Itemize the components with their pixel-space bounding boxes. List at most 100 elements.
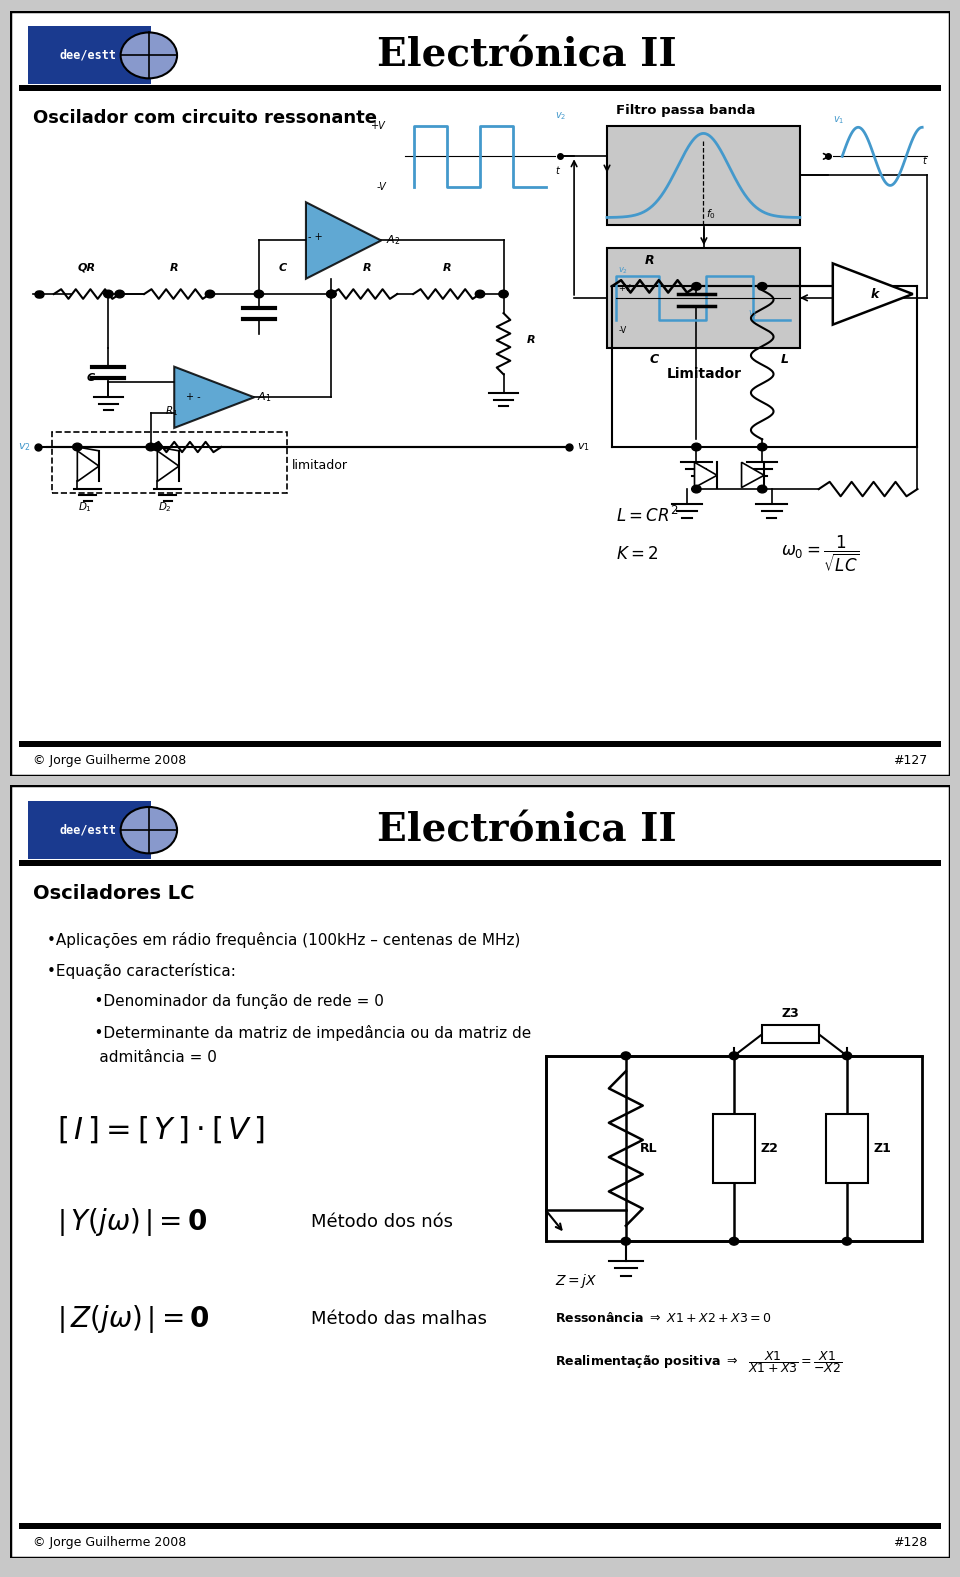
Text: #127: #127 [893, 754, 927, 766]
Text: Z2: Z2 [760, 1142, 779, 1154]
Circle shape [475, 290, 485, 298]
Text: + -: + - [185, 393, 201, 402]
Circle shape [730, 1052, 738, 1060]
Bar [19, 85, 941, 91]
Bar [52, 432, 287, 494]
Polygon shape [832, 263, 913, 325]
Text: Método das malhas: Método das malhas [311, 1309, 487, 1328]
Text: $\left[\,I\,\right]=\left[\,Y\,\right]\cdot\left[\,V\,\right]$: $\left[\,I\,\right]=\left[\,Y\,\right]\c… [57, 1113, 265, 1145]
Text: admitância = 0: admitância = 0 [76, 1050, 217, 1064]
Text: $t$: $t$ [555, 164, 562, 177]
Text: $Z = jX$: $Z = jX$ [555, 1273, 598, 1290]
Text: +V: +V [372, 121, 386, 131]
Text: dee/estt: dee/estt [60, 823, 116, 837]
Text: +V: +V [618, 284, 631, 293]
Text: -V: -V [618, 326, 627, 334]
Polygon shape [157, 451, 179, 481]
Circle shape [757, 443, 767, 451]
Text: Z3: Z3 [781, 1008, 800, 1020]
Text: L: L [781, 353, 789, 366]
Text: R: R [644, 254, 654, 267]
Text: C: C [650, 353, 659, 366]
Text: $L = CR^2$: $L = CR^2$ [616, 506, 679, 525]
Circle shape [254, 290, 264, 298]
Circle shape [326, 290, 336, 298]
Text: $K = 2$: $K = 2$ [616, 546, 659, 563]
Text: R: R [363, 263, 372, 273]
Bar [29, 801, 151, 859]
Text: limitador: limitador [292, 459, 348, 472]
Bar [29, 27, 151, 84]
Circle shape [146, 443, 156, 451]
Text: $v_1$: $v_1$ [577, 442, 589, 453]
Text: $v_1$: $v_1$ [748, 309, 758, 320]
Circle shape [691, 486, 701, 494]
Text: $\left|\,Z(j\omega)\,\right|=\mathbf{0}$: $\left|\,Z(j\omega)\,\right|=\mathbf{0}$ [57, 1303, 209, 1334]
Text: Filtro passa banda: Filtro passa banda [616, 104, 756, 117]
Bar [762, 1025, 819, 1044]
Polygon shape [174, 367, 254, 427]
Polygon shape [741, 462, 764, 487]
Text: $\left|\,Y(j\omega)\,\right|=\mathbf{0}$: $\left|\,Y(j\omega)\,\right|=\mathbf{0}$ [57, 1206, 207, 1238]
Circle shape [842, 1052, 852, 1060]
Text: Oscilador com circuito ressonante: Oscilador com circuito ressonante [33, 109, 377, 128]
Bar [19, 1522, 941, 1528]
Text: Electrónica II: Electrónica II [377, 811, 677, 848]
Text: •Denominador da função de rede = 0: •Denominador da função de rede = 0 [76, 994, 384, 1009]
Polygon shape [694, 462, 717, 487]
Circle shape [842, 1238, 852, 1246]
Text: $v_2$: $v_2$ [17, 442, 31, 453]
Text: $A_1$: $A_1$ [257, 391, 272, 404]
Text: QR: QR [78, 263, 96, 273]
Circle shape [205, 290, 215, 298]
Text: Método dos nós: Método dos nós [311, 1213, 453, 1232]
Text: C: C [278, 263, 286, 273]
Bar [546, 1057, 923, 1241]
Text: Z1: Z1 [874, 1142, 891, 1154]
Text: Electrónica II: Electrónica II [377, 36, 677, 74]
Circle shape [73, 443, 82, 451]
Text: •Aplicações em rádio frequência (100kHz – centenas de MHz): •Aplicações em rádio frequência (100kHz … [47, 932, 520, 948]
Circle shape [104, 290, 113, 298]
Circle shape [121, 807, 177, 853]
Circle shape [757, 282, 767, 290]
Text: $R_1$: $R_1$ [165, 404, 178, 418]
Circle shape [621, 1052, 631, 1060]
Bar [19, 741, 941, 747]
Text: •Determinante da matriz de impedância ou da matriz de: •Determinante da matriz de impedância ou… [76, 1025, 532, 1041]
Bar [713, 1113, 755, 1183]
Text: $A_2$: $A_2$ [386, 233, 400, 248]
Text: - +: - + [308, 232, 323, 241]
Text: $D_1$: $D_1$ [78, 500, 92, 514]
Text: © Jorge Guilherme 2008: © Jorge Guilherme 2008 [33, 1536, 186, 1549]
Circle shape [121, 33, 177, 79]
Circle shape [326, 290, 336, 298]
Text: R: R [170, 263, 179, 273]
Polygon shape [78, 451, 99, 481]
Text: k: k [871, 287, 879, 301]
Bar [607, 248, 800, 347]
Text: Limitador: Limitador [666, 367, 741, 380]
Bar [827, 1113, 868, 1183]
Text: © Jorge Guilherme 2008: © Jorge Guilherme 2008 [33, 754, 186, 766]
Circle shape [115, 290, 125, 298]
Text: R: R [443, 263, 451, 273]
Bar [19, 861, 941, 866]
Text: -V: -V [376, 181, 386, 192]
Circle shape [757, 486, 767, 494]
Text: R: R [527, 334, 536, 345]
Circle shape [153, 443, 162, 451]
Bar [607, 126, 800, 226]
Text: Realimentação positiva $\Rightarrow$  $\dfrac{X1}{X1+X3} = \dfrac{X1}{-X2}$: Realimentação positiva $\Rightarrow$ $\d… [555, 1350, 843, 1375]
Text: $v_2$: $v_2$ [555, 110, 566, 121]
Text: #128: #128 [893, 1536, 927, 1549]
Text: $t$: $t$ [923, 155, 928, 166]
Circle shape [691, 443, 701, 451]
Circle shape [499, 290, 508, 298]
Text: $v_1$: $v_1$ [832, 114, 844, 126]
Text: $\omega_0 = \dfrac{1}{\sqrt{LC}}$: $\omega_0 = \dfrac{1}{\sqrt{LC}}$ [781, 535, 860, 574]
Circle shape [730, 1238, 738, 1246]
Text: $v_2$: $v_2$ [618, 265, 629, 276]
Text: Ressonância $\Rightarrow$ $X1 + X2 + X3 = 0$: Ressonância $\Rightarrow$ $X1 + X2 + X3 … [555, 1310, 772, 1325]
Text: dee/estt: dee/estt [60, 49, 116, 62]
